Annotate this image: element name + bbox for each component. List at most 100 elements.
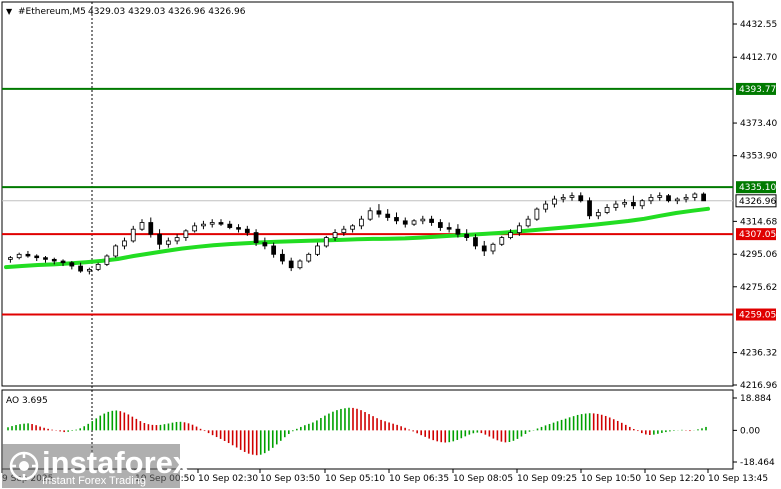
candle-body: [157, 233, 162, 245]
candle-body: [701, 193, 706, 202]
time-tick-label: 10 Sep 02:30: [198, 474, 258, 484]
candle-body: [262, 242, 268, 247]
moving-average: [4, 206, 710, 270]
price-tick-label: 4216.96: [740, 381, 777, 391]
candle-body: [271, 245, 277, 255]
candle-body: [8, 257, 13, 260]
instaforex-watermark: instaforex Instant Forex Trading: [2, 444, 191, 488]
ao-axis: 18.884 0.00 -18.464: [733, 394, 775, 468]
main-panel-frame: [1, 1, 734, 387]
candle-body: [499, 237, 505, 245]
candle-body: [51, 258, 57, 262]
candle-body: [165, 240, 171, 245]
candle-body: [604, 207, 610, 213]
candle-body: [86, 268, 92, 272]
candle-body: [104, 255, 110, 265]
candle-body: [587, 200, 592, 217]
horizontal-levels: 4393.77 4335.10 4307.05 4259.05 4326.96: [2, 82, 777, 321]
level-price-label: 4307.05: [739, 230, 776, 240]
candle-body: [323, 237, 329, 247]
candle-body: [60, 260, 66, 264]
candle-body: [95, 263, 101, 270]
dropdown-arrow-icon[interactable]: ▼: [6, 7, 13, 16]
candle-body: [122, 240, 127, 247]
candle-body: [332, 232, 338, 238]
price-tick-label: 4236.32: [740, 349, 777, 359]
candle-body: [139, 222, 145, 230]
candle-body: [130, 228, 136, 242]
candle-body: [376, 210, 382, 215]
candle-body: [639, 200, 645, 207]
candle-body: [595, 212, 601, 217]
current-price-label: 4326.96: [739, 197, 776, 207]
candle-body: [429, 218, 434, 223]
time-tick-label: 10 Sep 13:45: [708, 474, 768, 484]
candle-body: [578, 195, 584, 202]
candle-body: [473, 237, 478, 247]
candle-body: [648, 196, 654, 202]
candle-body: [420, 218, 426, 222]
level-price-label: 4393.77: [739, 85, 776, 95]
level-price-label: 4335.10: [739, 183, 776, 193]
candle-body: [446, 227, 452, 230]
candle-body: [402, 220, 408, 225]
candle-body: [253, 232, 259, 244]
candle-body: [411, 220, 417, 225]
ao-histogram: [7, 407, 707, 456]
candle-body: [359, 218, 364, 227]
candle-body: [622, 202, 628, 205]
level-price-box: [736, 308, 776, 321]
candle-body: [244, 228, 250, 233]
candle-body: [192, 225, 198, 232]
candle-body: [280, 253, 285, 262]
candle-body: [464, 233, 470, 238]
chart-ohlc: 4329.03 4329.03 4326.96 4326.96: [88, 7, 246, 17]
candle-body: [683, 196, 689, 200]
candle-body: [183, 230, 189, 238]
candle-body: [455, 228, 461, 235]
price-tick-label: 4314.68: [740, 217, 777, 227]
moving-average-line: [4, 206, 710, 270]
candle-body: [148, 222, 154, 235]
candle-body: [25, 253, 31, 257]
candle-body: [692, 193, 698, 198]
ao-tick-label: -18.464: [740, 458, 775, 468]
candlesticks: [8, 192, 706, 275]
ao-tick-label: 18.884: [740, 394, 772, 404]
candle-body: [218, 222, 224, 225]
candle-body: [69, 262, 75, 267]
candle-body: [394, 217, 399, 222]
candle-body: [78, 265, 83, 272]
watermark-tagline: Instant Forex Trading: [42, 475, 146, 487]
candle-body: [367, 210, 373, 220]
candle-body: [297, 260, 303, 269]
candle-body: [209, 222, 215, 225]
candle-body: [236, 227, 241, 230]
price-tick-label: 4432.55: [740, 20, 777, 30]
chart-symbol: #Ethereum,M5: [18, 7, 86, 17]
instaforex-logo-icon: [9, 451, 39, 481]
current-price-box: [735, 194, 777, 208]
candle-body: [437, 222, 443, 228]
level-price-box: [736, 82, 776, 95]
candle-body: [385, 213, 391, 218]
time-tick-label: 10 Sep 05:10: [325, 474, 385, 484]
candle-body: [657, 195, 663, 198]
candle-body: [350, 225, 355, 230]
price-tick-label: 4412.70: [740, 53, 777, 63]
candle-body: [227, 223, 233, 228]
price-tick-label: 4353.90: [740, 152, 777, 162]
candle-body: [631, 202, 636, 207]
time-tick-label: 10 Sep 06:35: [389, 474, 449, 484]
candle-body: [534, 208, 540, 220]
candle-body: [516, 225, 522, 233]
candle-body: [113, 245, 119, 257]
time-tick-label: 10 Sep 09:25: [517, 474, 577, 484]
candle-body: [674, 198, 680, 202]
ao-tick-label: 0.00: [740, 426, 760, 436]
time-tick-label: 10 Sep 03:50: [260, 474, 320, 484]
price-tick-label: 4275.62: [740, 283, 777, 293]
time-tick-label: 10 Sep 08:05: [453, 474, 513, 484]
price-axis: 4432.55 4412.70 4373.40 4353.90 4314.68 4295.…: [733, 20, 777, 391]
